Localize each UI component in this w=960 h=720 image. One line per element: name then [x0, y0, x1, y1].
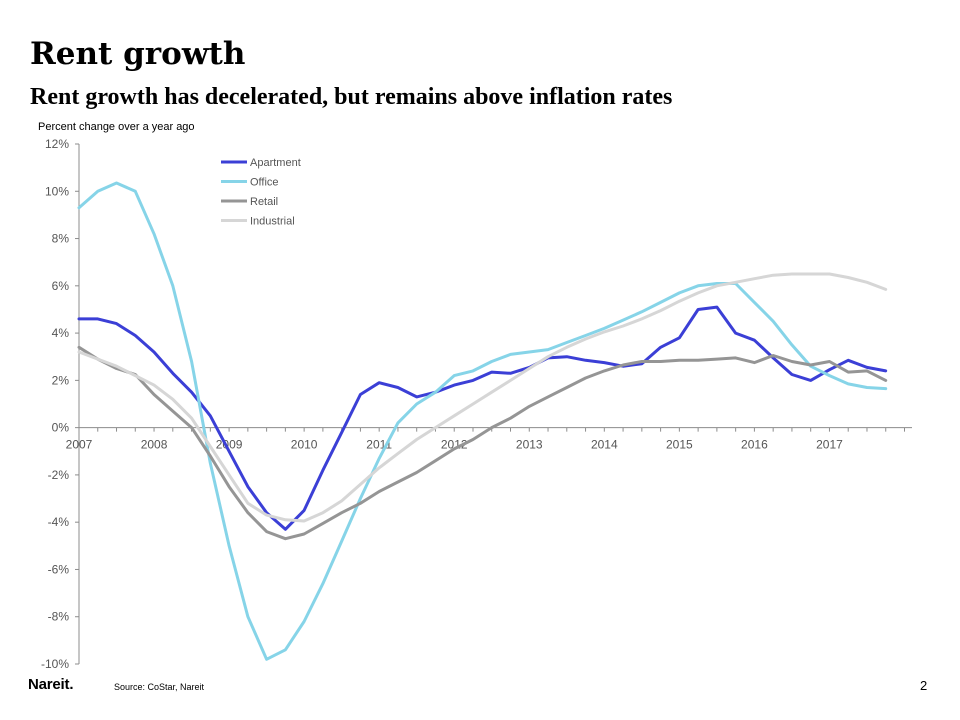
x-tick-label: 2016	[741, 438, 768, 452]
page-number: 2	[920, 678, 928, 693]
x-tick-label: 2010	[291, 438, 318, 452]
source-note: Source: CoStar, Nareit	[114, 682, 205, 692]
series-line-apartment	[77, 305, 888, 531]
y-tick-label: 10%	[45, 184, 69, 198]
y-tick-label: -10%	[41, 657, 69, 671]
slide-subtitle: Rent growth has decelerated, but remains…	[30, 84, 673, 110]
legend-label-apartment: Apartment	[250, 157, 301, 169]
chart-legend: Apartment Office Retail Industrial	[221, 157, 301, 228]
series-line-retail	[77, 345, 888, 541]
x-tick-label: 2012	[441, 438, 468, 452]
legend-label-office: Office	[250, 177, 279, 189]
y-tick-label: 4%	[52, 326, 70, 340]
y-axis-label: Percent change over a year ago	[38, 121, 195, 133]
y-tick-label: -6%	[48, 562, 70, 576]
y-axis: 12% 10% 8% 6% 4% 2% 0% -2% -4% -6% -8% -10%	[41, 137, 80, 671]
series-line-office	[77, 181, 888, 661]
nareit-logo: Nareit.	[28, 676, 74, 693]
x-tick-label: 2007	[66, 438, 93, 452]
y-tick-label: -2%	[48, 468, 70, 482]
series-line-industrial	[77, 272, 888, 523]
x-tick-label: 2008	[141, 438, 168, 452]
y-tick-label: -4%	[48, 515, 70, 529]
y-tick-label: 0%	[52, 421, 70, 435]
x-tick-label: 2013	[516, 438, 543, 452]
y-tick-label: 2%	[52, 373, 70, 387]
series-lines	[77, 181, 888, 661]
x-tick-label: 2015	[666, 438, 693, 452]
x-axis: 2007 2008 2009 2010 2011 2012 2013 2014 2015 2016…	[66, 427, 912, 452]
x-tick-label: 2014	[591, 438, 618, 452]
y-tick-label: -8%	[48, 610, 70, 624]
y-tick-label: 8%	[52, 232, 70, 246]
y-tick-label: 12%	[45, 137, 69, 151]
legend-label-retail: Retail	[250, 196, 278, 208]
y-tick-label: 6%	[52, 279, 70, 293]
legend-label-industrial: Industrial	[250, 216, 295, 228]
slide-title: Rent growth	[30, 36, 246, 72]
x-tick-label: 2017	[816, 438, 843, 452]
